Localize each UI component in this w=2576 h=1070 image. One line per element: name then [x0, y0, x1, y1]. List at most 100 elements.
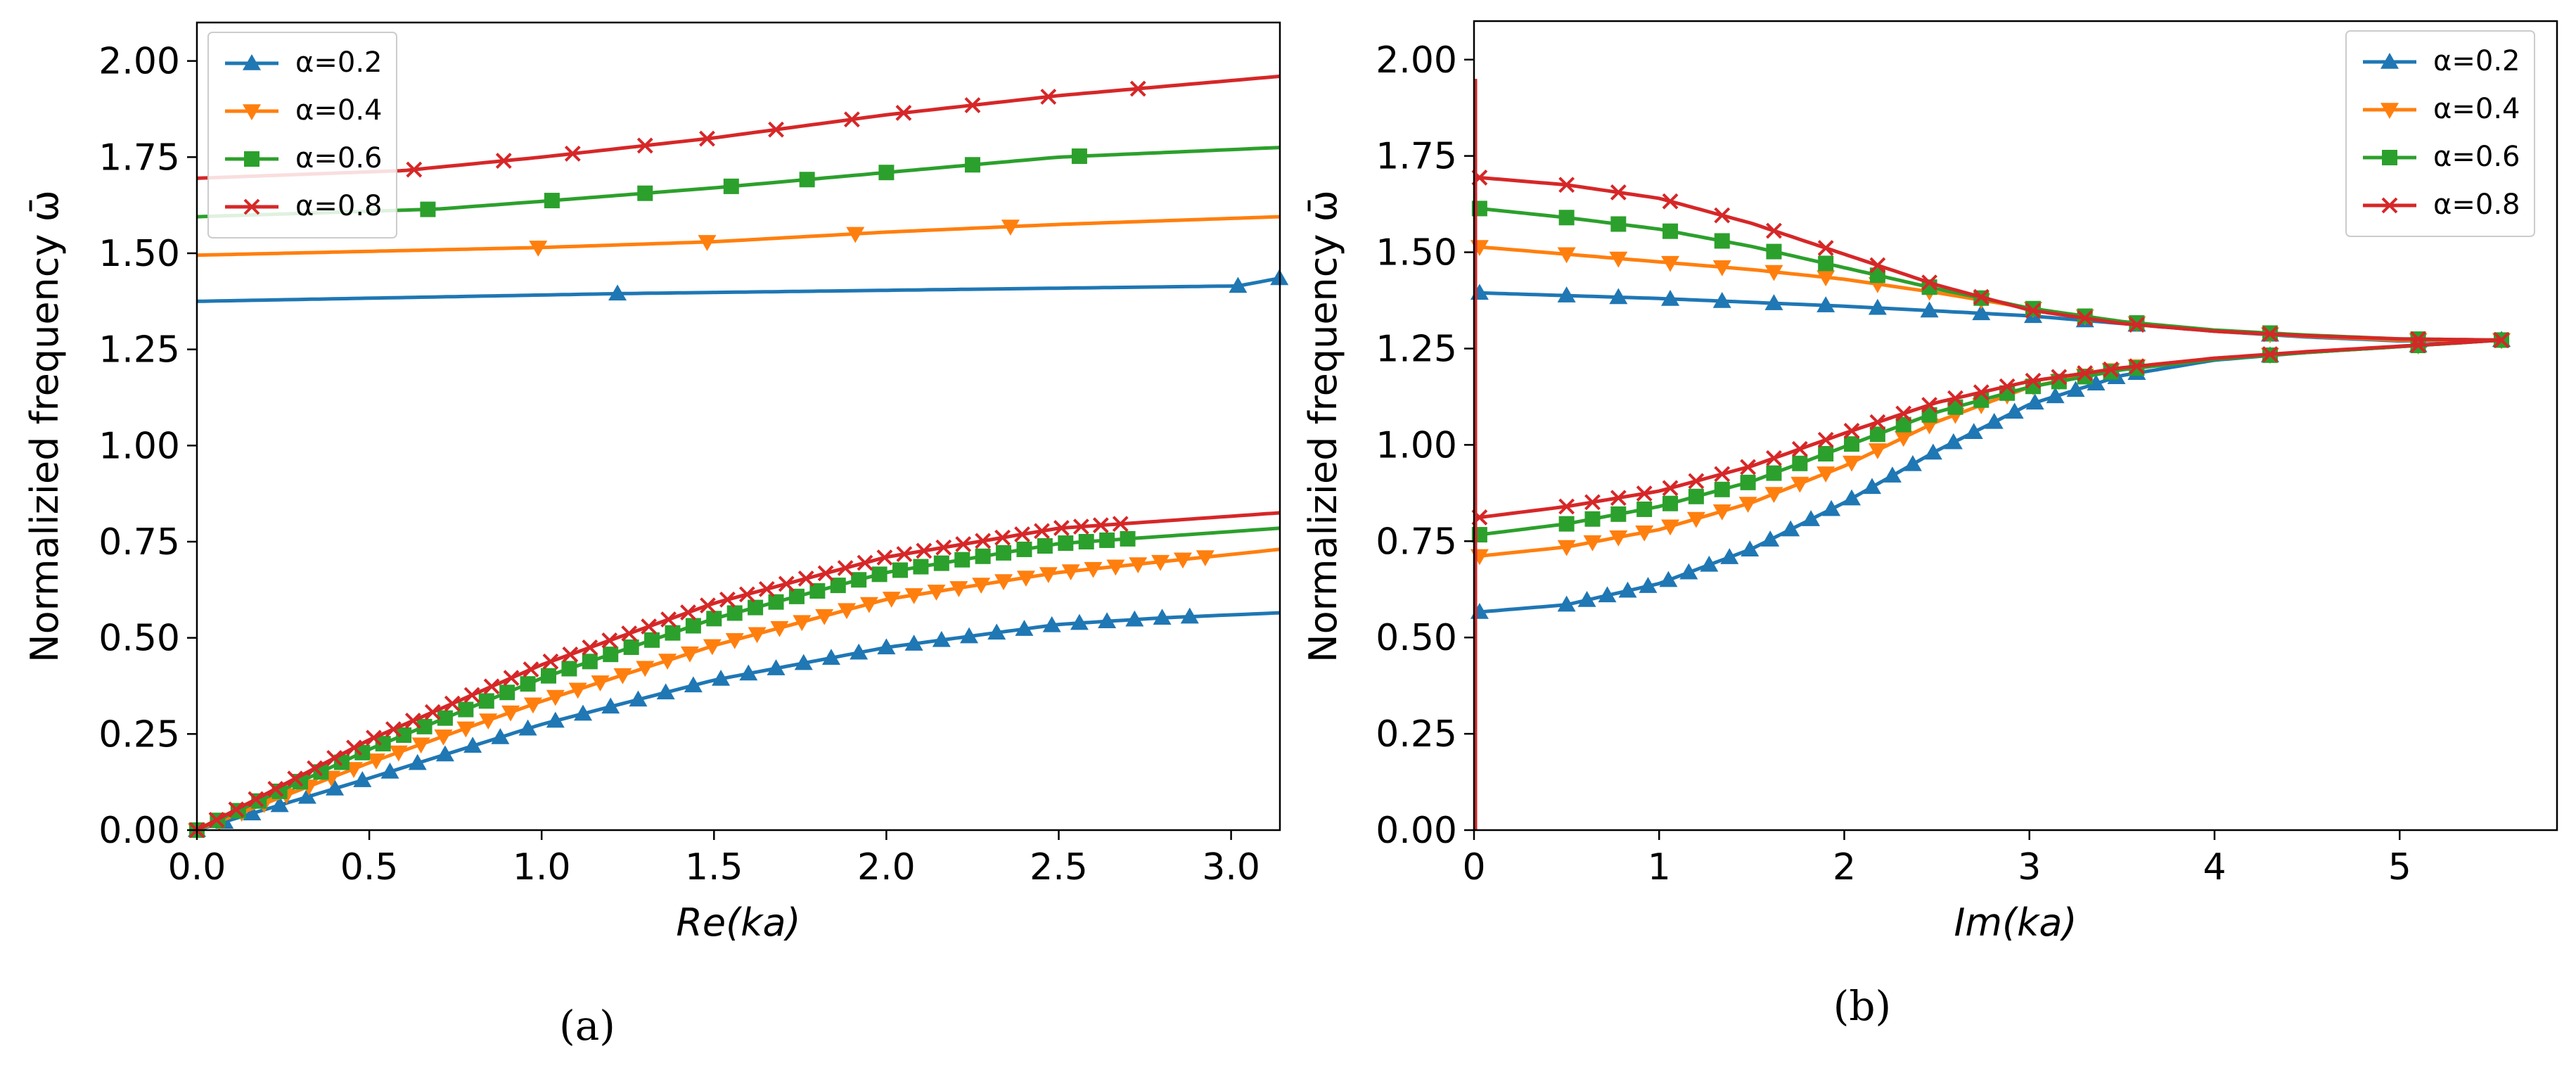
panel-a-data-marker	[416, 718, 432, 734]
panel-b-data-marker	[1738, 497, 1757, 514]
panel-b-data-marker	[1972, 304, 1991, 321]
panel-b-series	[1471, 79, 2510, 830]
panel-a-data-marker	[935, 539, 952, 556]
panel-b-data-marker	[1636, 485, 1653, 502]
panel-a-data-marker	[463, 737, 482, 753]
panel-a: 0.0 0.5 1.0 1.5 2.0 2.5 3.0 0.00 0.25 0.50 0.75 1.0…	[23, 21, 1289, 1050]
panel-b-data-marker	[1964, 423, 1983, 440]
panel-a-legend-marker	[243, 54, 261, 70]
panel-a-ytick-label: 0.25	[98, 713, 180, 756]
panel-a-data-marker	[375, 736, 391, 752]
panel-a-data-marker	[503, 670, 520, 687]
panel-a-data-marker	[703, 639, 722, 656]
panel-b-data-marker	[1843, 423, 1860, 439]
panel-a-data-marker	[491, 728, 510, 744]
panel-b-data-marker	[1610, 184, 1627, 200]
panel-a-data-marker	[1129, 557, 1148, 573]
panel-a-ytick-label: 2.00	[98, 41, 180, 83]
panel-b-data-marker	[1558, 516, 1575, 532]
panel-a-data-marker	[437, 710, 453, 726]
panel-b-data-marker	[1973, 384, 1989, 401]
panel-b-data-marker	[1817, 240, 1834, 256]
panel-a-data-marker	[1001, 219, 1020, 236]
panel-a-data-marker	[366, 753, 385, 770]
panel-a-data-marker	[385, 721, 402, 738]
panel-a-data-marker	[267, 781, 284, 797]
panel-a-xtick-label: 0.5	[340, 846, 399, 889]
panel-a-series	[188, 269, 1289, 837]
panel-a-data-marker	[529, 241, 548, 257]
panel-a-data-marker	[1070, 613, 1089, 630]
panel-a-data-marker	[613, 668, 632, 684]
panel-b-data-marker	[1869, 257, 1886, 274]
panel-b-data-marker	[1869, 267, 1885, 284]
panel-b-data-marker	[1903, 454, 1922, 471]
panel-b-data-marker	[1740, 474, 1756, 490]
panel-a-data-marker	[994, 574, 1013, 590]
panel-b-data-marker	[1636, 501, 1653, 517]
panel-b-data-marker	[1883, 466, 1902, 483]
panel-a-data-marker	[955, 536, 972, 552]
panel-a-upper-branch-line	[196, 276, 1280, 303]
panel-b-data-marker	[1761, 530, 1780, 547]
panel-a-data-marker	[996, 544, 1012, 561]
panel-a-data-marker	[542, 653, 559, 670]
panel-a-data-marker	[333, 754, 350, 770]
panel-b-data-marker	[1714, 466, 1731, 483]
panel-b-data-marker	[1714, 207, 1731, 224]
panel-b-data-marker	[1818, 445, 1834, 461]
panel-a-data-marker	[851, 572, 867, 588]
panel-a-data-marker	[562, 646, 579, 663]
panel-a-ytick-label: 1.25	[98, 329, 180, 371]
panel-b-ticks: 0 1 2 3 4 5 0.00 0.25 0.50 0.75 1.00 1.25 1.50 1.75 2.…	[1376, 39, 2411, 889]
panel-a-data-marker	[859, 597, 878, 613]
panel-a-data-marker	[685, 618, 701, 634]
panel-b-data-marker	[1557, 540, 1576, 556]
panel-a-data-marker	[838, 603, 857, 620]
panel-b-data-marker	[1584, 494, 1601, 511]
panel-b-data-marker	[1766, 465, 1782, 481]
panel-a-data-marker	[987, 623, 1006, 640]
panel-b-data-marker	[1686, 511, 1705, 528]
caption-a: (a)	[559, 1002, 615, 1050]
panel-a-data-marker	[523, 697, 542, 714]
panel-a-data-marker	[1061, 564, 1080, 580]
panel-a-data-marker	[719, 591, 736, 608]
panel-b-data-marker	[1609, 288, 1628, 305]
panel-b-legend-marker	[2380, 53, 2399, 69]
panel-b-data-marker	[1577, 591, 1596, 607]
panel-a-data-marker	[706, 611, 722, 627]
panel-b-ytick-label: 1.25	[1376, 328, 1457, 370]
panel-b-data-marker	[1662, 223, 1679, 239]
panel-b-data-marker	[1920, 301, 1939, 318]
panel-a-data-marker	[725, 632, 744, 649]
panel-a-data-marker	[964, 97, 981, 113]
panel-b-data-marker	[2005, 402, 2024, 419]
panel-b-ytick-label: 0.00	[1376, 810, 1457, 852]
panel-a-data-marker	[892, 562, 908, 578]
panel-b-data-marker	[1822, 499, 1841, 516]
panel-b-series	[1470, 284, 2511, 830]
panel-b-data-marker	[1944, 433, 1963, 450]
panel-a-data-marker	[636, 661, 655, 677]
panel-a-plot-area	[188, 75, 1289, 839]
panel-a-data-marker	[1015, 620, 1034, 636]
panel-a-legend-label: α=0.8	[295, 190, 383, 222]
panel-a-xtick-label: 1.5	[685, 846, 743, 889]
panel-a-data-marker	[1072, 518, 1089, 535]
panel-b-xtick-label: 5	[2388, 846, 2411, 889]
panel-a-data-marker	[389, 745, 408, 762]
panel-a-ytick-label: 1.75	[98, 136, 180, 179]
panel-b-data-marker	[1923, 443, 1942, 460]
panel-a-data-marker	[1229, 276, 1248, 293]
panel-b-data-marker	[1679, 563, 1698, 580]
panel-a-data-marker	[1034, 523, 1050, 540]
panel-a-data-marker	[1098, 612, 1117, 628]
panel-a-data-marker	[975, 533, 992, 549]
panel-a-data-marker	[723, 178, 739, 194]
panel-b-data-marker	[2410, 337, 2426, 354]
panel-a-data-marker	[411, 737, 430, 754]
panel-b-data-marker	[2129, 317, 2145, 333]
panel-a-data-marker	[544, 193, 560, 209]
panel-b-data-marker	[1791, 440, 1808, 457]
